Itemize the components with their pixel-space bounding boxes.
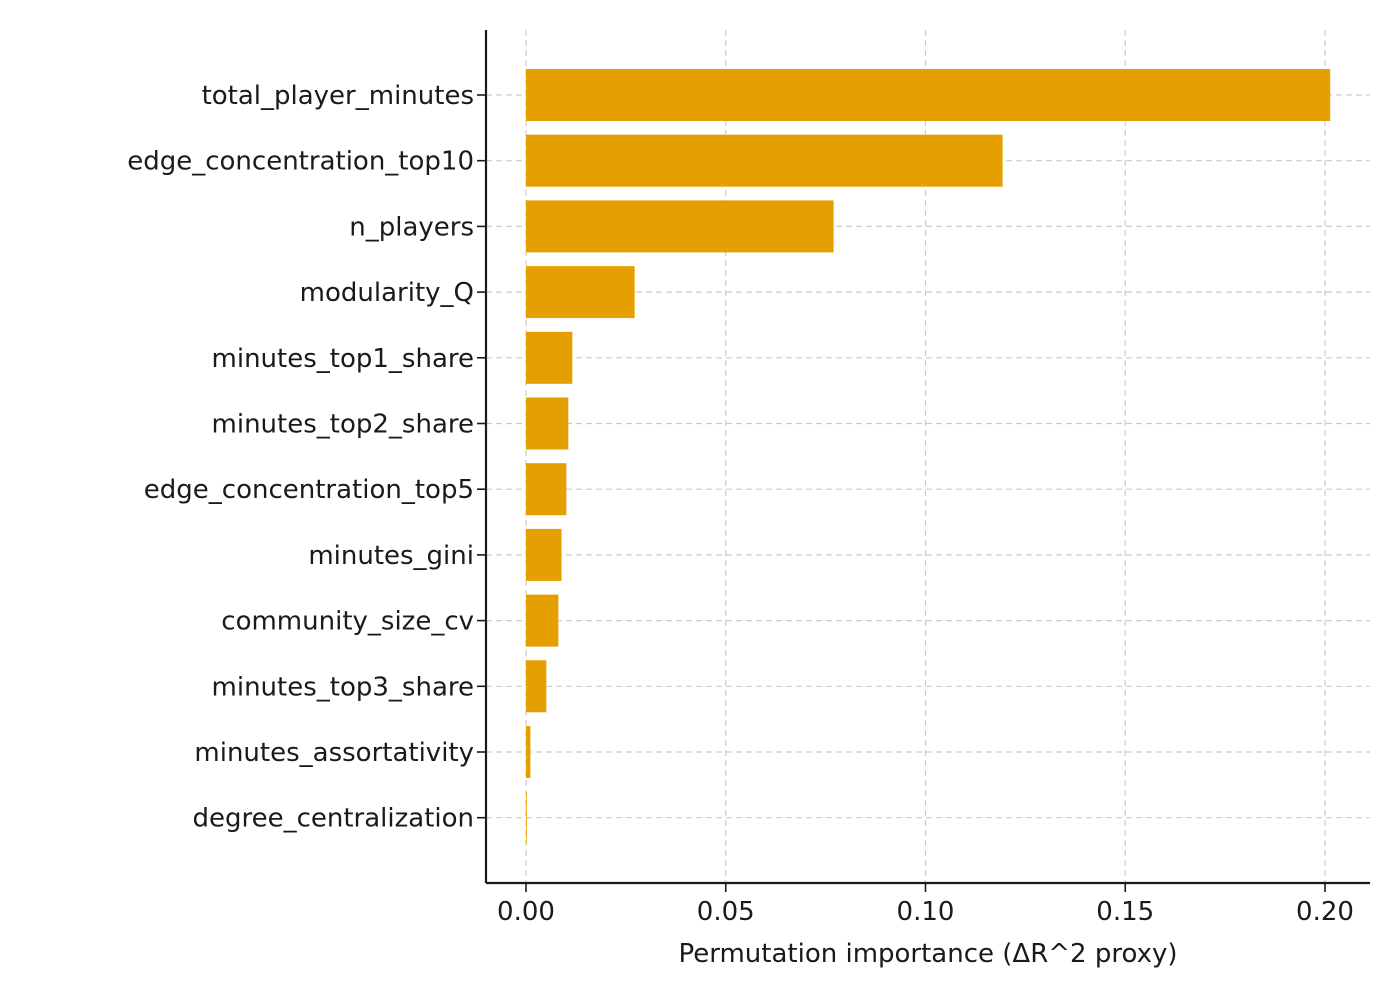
x-tick-labels: 0.00 0.05 0.10 0.15 0.20 xyxy=(497,897,1354,927)
y-tick-label: minutes_gini xyxy=(308,541,474,571)
bar-minutes-top3-share xyxy=(526,660,547,713)
y-tick-label: edge_concentration_top5 xyxy=(144,475,474,505)
y-tick-label: degree_centralization xyxy=(192,804,474,834)
x-tick-label: 0.00 xyxy=(497,897,555,927)
bar-edge-concentration-top5 xyxy=(526,463,567,516)
bar-degree-centralization xyxy=(526,791,527,844)
y-tick-label: minutes_assortativity xyxy=(194,738,474,768)
bar-modularity-Q xyxy=(526,266,635,319)
x-tick-label: 0.05 xyxy=(697,897,755,927)
axis-layer xyxy=(477,30,1370,892)
x-tick-label: 0.15 xyxy=(1096,897,1154,927)
bar-n-players xyxy=(526,200,834,253)
y-tick-label: n_players xyxy=(349,212,474,242)
y-tick-label: minutes_top1_share xyxy=(212,344,474,374)
y-tick-label: minutes_top2_share xyxy=(212,410,474,440)
x-tick-label: 0.10 xyxy=(897,897,955,927)
bar-minutes-assortativity xyxy=(526,726,531,778)
bar-minutes-gini xyxy=(526,528,562,581)
y-tick-label: total_player_minutes xyxy=(202,81,474,111)
x-axis-title: Permutation importance (ΔR^2 proxy) xyxy=(678,939,1177,969)
y-tick-label: community_size_cv xyxy=(221,607,474,637)
x-tick-label: 0.20 xyxy=(1296,897,1354,927)
y-tick-label: minutes_top3_share xyxy=(212,672,474,702)
bar-minutes-top1-share xyxy=(526,331,573,384)
bar-community-size-cv xyxy=(526,594,559,647)
bar-edge-concentration-top10 xyxy=(526,134,1003,187)
y-tick-label: edge_concentration_top10 xyxy=(127,147,474,177)
bar-total-player-minutes xyxy=(526,69,1331,121)
y-tick-label: modularity_Q xyxy=(300,278,474,308)
bar-minutes-top2-share xyxy=(526,397,569,450)
y-tick-labels: total_player_minutes edge_concentration_t… xyxy=(127,81,474,834)
bar-layer xyxy=(526,69,1331,844)
